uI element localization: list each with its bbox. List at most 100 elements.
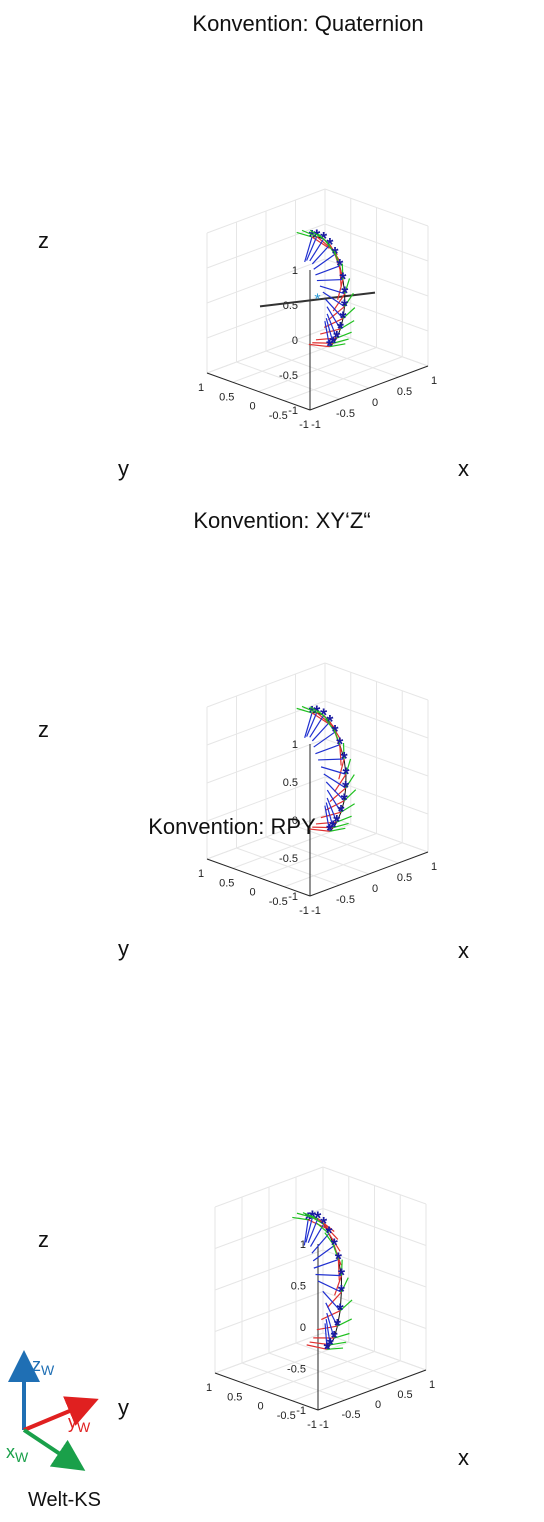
z-tick-label: -0.5 — [279, 370, 298, 382]
y-axis-line — [214, 1372, 319, 1411]
x-tick-label: 1 — [431, 375, 437, 387]
frame-z-axis — [324, 321, 331, 347]
grid-line — [324, 700, 429, 739]
x-axis-label: x — [458, 1445, 469, 1470]
frame-marker: * — [326, 235, 333, 255]
grid — [206, 188, 429, 411]
z-tick-label: -1 — [288, 405, 298, 417]
frame-x-axis — [316, 712, 334, 727]
frame-marker: * — [338, 802, 345, 822]
frame-y-axis — [296, 231, 313, 238]
frame-marker: * — [337, 1301, 344, 1321]
frame-z-axis — [312, 1245, 335, 1262]
frame-x-axis — [320, 811, 342, 819]
frame-marker: * — [313, 703, 320, 723]
frame-x-axis — [317, 1218, 335, 1232]
frame-y-axis — [342, 307, 356, 319]
grid-line — [322, 1249, 427, 1288]
z-tick-label: 0.5 — [291, 1281, 306, 1293]
ticks: 10.50-0.5-1-1-0.500.51-1-0.500.51 — [198, 739, 437, 917]
grid-line — [206, 662, 326, 708]
rotation-center-marker: * — [314, 292, 320, 309]
frame-y-axis — [340, 1259, 343, 1276]
frame-y-axis — [329, 343, 346, 348]
y-tick-label: 0.5 — [219, 391, 234, 403]
frame-y-axis — [336, 331, 352, 339]
z-tick-label: -0.5 — [279, 853, 298, 865]
z-axis-label: z — [38, 717, 49, 742]
frame-marker: * — [320, 1214, 327, 1234]
frame-marker: * — [341, 791, 348, 811]
y-axis-line — [206, 858, 311, 897]
frame-y-axis — [292, 1216, 309, 1221]
frame-marker: * — [333, 328, 340, 348]
frame-z-axis — [326, 789, 342, 813]
grid — [214, 1166, 427, 1411]
z-tick-label: 1 — [292, 265, 298, 277]
frame-x-axis — [339, 744, 342, 766]
y-tick-label: -0.5 — [269, 896, 288, 908]
xw-label: xW — [6, 1442, 29, 1465]
frame-y-axis — [343, 789, 357, 802]
frame-x-axis — [323, 1223, 339, 1240]
frame-y-axis — [332, 1244, 339, 1260]
frame-z-axis — [322, 291, 345, 308]
frame-marker: * — [331, 1328, 338, 1348]
frame-x-axis — [306, 1344, 328, 1350]
z-tick-label: 1 — [292, 739, 298, 751]
y-tick-label: 1 — [198, 382, 204, 394]
frame-x-axis — [312, 342, 334, 344]
grid-line — [295, 825, 399, 864]
frame-y-axis — [317, 233, 331, 246]
frame-z-axis — [318, 758, 345, 761]
y-tick-label: -1 — [299, 905, 309, 917]
x-tick-label: 1 — [431, 861, 437, 873]
frame-y-axis — [332, 338, 349, 344]
frame-z-axis — [325, 802, 334, 828]
frame-marker: * — [326, 821, 333, 841]
frame-x-axis — [312, 826, 334, 829]
frame-x-axis — [334, 773, 347, 793]
frame-x-axis — [334, 1275, 343, 1296]
frame-marker: * — [341, 749, 348, 769]
frame-marker: * — [337, 319, 344, 339]
y-tick-label: -0.5 — [277, 1410, 296, 1422]
frame-marker: * — [336, 735, 343, 755]
x-tick-label: 0 — [372, 883, 378, 895]
y-axis-label: y — [118, 456, 129, 481]
world-frame-legend: zW yW xW Welt-KS — [6, 1350, 101, 1511]
frame-z-axis — [315, 744, 341, 755]
grid-line — [295, 1342, 400, 1381]
x-tick-label: -0.5 — [336, 894, 355, 906]
rotation-axis-line — [259, 291, 376, 308]
grid-line — [324, 738, 429, 777]
frame-x-axis — [308, 828, 330, 832]
z-tick-label: -1 — [288, 891, 298, 903]
yw-label: yW — [68, 1412, 91, 1435]
x-axis-line — [309, 365, 429, 411]
legend-title: Welt-KS — [28, 1489, 101, 1511]
frame-z-axis — [315, 265, 341, 276]
x-axis-label: x — [458, 938, 469, 963]
frame-x-axis — [321, 1310, 341, 1321]
frame-marker: * — [341, 297, 348, 317]
frame-z-axis — [326, 797, 338, 823]
frame-z-axis — [313, 1259, 339, 1269]
plot-title: Konvention: XY‘Z“ — [193, 508, 370, 533]
frame-y-axis — [302, 1212, 319, 1220]
frame-z-axis — [304, 712, 313, 739]
y-tick-label: 0 — [249, 401, 255, 413]
frame-z-axis — [326, 1312, 335, 1339]
grid-line — [295, 339, 399, 378]
frame-x-axis — [328, 1233, 341, 1252]
ticks: 10.50-0.5-1-1-0.500.51-1-0.500.51 — [198, 265, 437, 431]
frame-marker: * — [341, 284, 348, 304]
y-tick-label: 0 — [257, 1401, 263, 1413]
frame-z-axis — [306, 236, 318, 261]
z-tick-label: 0 — [292, 335, 298, 347]
plot-xyz: Konvention: XY‘Z“ 10.50-0.5-1-1-0.500.51… — [38, 508, 469, 963]
frame-z-axis — [307, 1218, 319, 1243]
frame-x-axis — [338, 758, 345, 780]
frame-x-axis — [328, 306, 345, 321]
